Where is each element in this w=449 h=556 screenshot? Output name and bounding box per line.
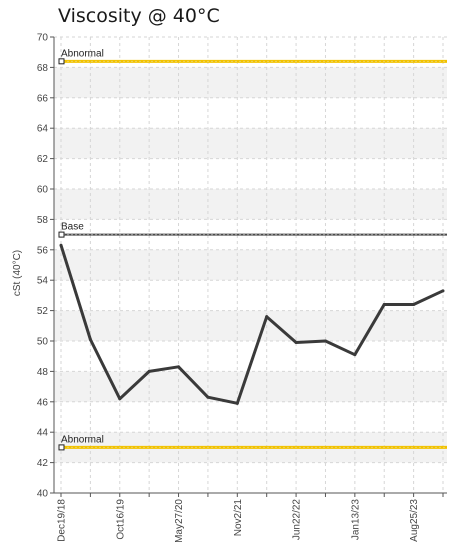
gridlines bbox=[54, 36, 447, 494]
x-tick-labels: Dec19/18 Oct16/19 May27/20 Nov2/21 Jun22/22 J… bbox=[57, 499, 421, 543]
data-point bbox=[59, 243, 63, 247]
x-tick-label: Oct16/19 bbox=[115, 499, 126, 540]
y-tick-label: 70 bbox=[37, 33, 49, 44]
x-tick-label: Jan13/23 bbox=[350, 499, 361, 541]
y-tick-label: 58 bbox=[37, 215, 49, 226]
data-point bbox=[323, 339, 327, 343]
y-axis-title: cSt (40°C) bbox=[12, 250, 23, 296]
data-point bbox=[147, 369, 151, 373]
data-point bbox=[118, 397, 122, 401]
background-band bbox=[54, 310, 447, 341]
y-tick-label: 48 bbox=[37, 367, 49, 378]
background-bands bbox=[54, 67, 447, 463]
x-tick-label: Dec19/18 bbox=[57, 499, 68, 542]
reference-marker bbox=[58, 231, 65, 238]
y-tick-label: 54 bbox=[37, 276, 49, 287]
data-point bbox=[353, 353, 357, 357]
background-band bbox=[54, 249, 447, 281]
y-tick-label: 64 bbox=[37, 124, 49, 135]
series bbox=[59, 243, 445, 405]
series-line bbox=[59, 244, 444, 405]
reference-marker bbox=[58, 444, 65, 451]
chart-title: Viscosity @ 40°C bbox=[58, 5, 220, 27]
x-tick-label: Nov2/21 bbox=[233, 499, 244, 537]
y-tick-label: 50 bbox=[37, 337, 49, 348]
y-tick-labels: 40 42 44 46 48 50 52 54 56 58 60 62 64 66 68 70 bbox=[37, 33, 49, 500]
data-point bbox=[382, 303, 386, 307]
background-band bbox=[54, 128, 447, 159]
data-point bbox=[294, 341, 298, 345]
data-point bbox=[265, 315, 269, 319]
reference-line-label: Base bbox=[61, 222, 84, 233]
y-tick-label: 44 bbox=[37, 428, 49, 439]
x-tick-label: May27/20 bbox=[174, 499, 185, 543]
data-point bbox=[177, 365, 181, 369]
x-tick-label: Aug25/23 bbox=[409, 499, 420, 542]
background-band bbox=[54, 67, 447, 98]
reference-line-label: Abnormal bbox=[61, 48, 104, 59]
y-tick-label: 52 bbox=[37, 306, 49, 317]
data-point bbox=[206, 395, 210, 399]
reference-lines: Abnormal Base Abnormal bbox=[58, 48, 447, 451]
y-tick-label: 62 bbox=[37, 154, 49, 165]
y-tick-label: 46 bbox=[37, 397, 49, 408]
reference-line-label: Abnormal bbox=[61, 434, 104, 445]
data-point bbox=[235, 401, 239, 405]
x-tick-label: Jun22/22 bbox=[292, 499, 303, 541]
y-tick-label: 56 bbox=[37, 245, 49, 256]
y-tick-label: 60 bbox=[37, 185, 49, 196]
y-tick-label: 40 bbox=[37, 489, 49, 500]
data-point bbox=[88, 337, 92, 341]
reference-marker bbox=[58, 58, 65, 65]
background-band bbox=[54, 189, 447, 220]
data-point bbox=[441, 289, 445, 293]
y-tick-label: 68 bbox=[37, 63, 49, 74]
y-tick-label: 66 bbox=[37, 93, 49, 104]
axes bbox=[50, 36, 447, 497]
y-tick-label: 42 bbox=[37, 458, 49, 469]
data-point bbox=[412, 303, 416, 307]
